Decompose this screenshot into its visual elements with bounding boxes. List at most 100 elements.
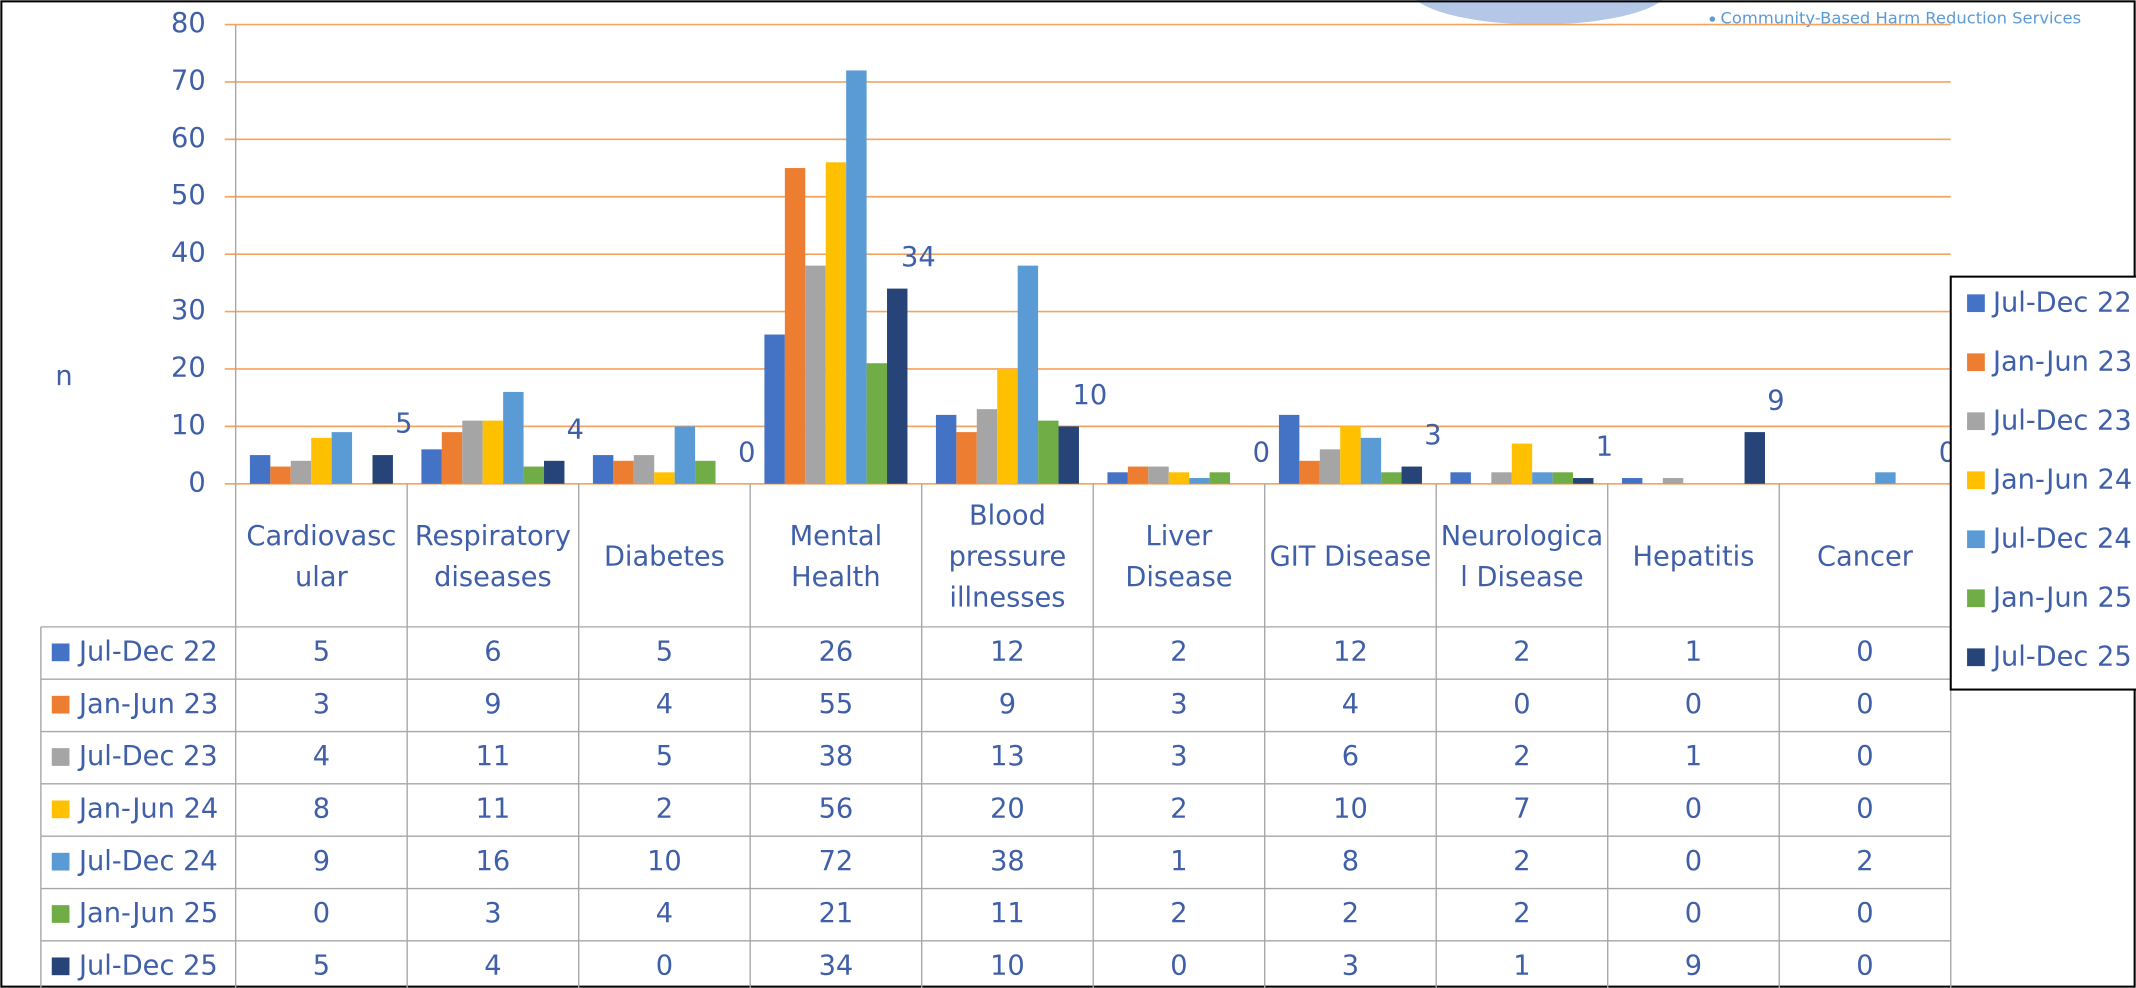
table-cell: 72: [819, 846, 854, 877]
table-cell: 16: [476, 846, 511, 877]
table-legend-key: [51, 800, 70, 819]
bar: [825, 162, 847, 484]
table-cell: 13: [990, 741, 1025, 772]
table-legend-key: [51, 748, 70, 766]
table-cell: 0: [1856, 794, 1873, 825]
table-cell: 3: [1170, 689, 1187, 720]
table-cell: 11: [990, 898, 1025, 929]
table-cell: 9: [484, 689, 501, 720]
table-cell: 10: [1333, 794, 1368, 825]
legend-label: Jul-Dec 25: [1991, 641, 2132, 672]
bar: [1532, 472, 1553, 484]
bar: [1209, 472, 1231, 484]
bar: [1573, 478, 1594, 484]
category-cell: Respiratory diseases: [414, 518, 571, 593]
bar: [784, 168, 806, 484]
table-legend-key: [51, 957, 70, 976]
y-tick-label: 60: [171, 123, 206, 154]
table-cell: 12: [1333, 637, 1368, 668]
table-cell: 12: [990, 637, 1025, 668]
table-cell: 2: [656, 794, 673, 825]
category-cell: Neurological Disease: [1441, 519, 1603, 593]
legend-key: [1967, 412, 1985, 431]
x-tick-label: Hepatitis: [1632, 538, 1755, 572]
table-cell: 9: [313, 846, 330, 877]
y-tick-label: 40: [171, 238, 206, 269]
bar: [935, 414, 957, 484]
bar: [956, 432, 977, 484]
bar: [976, 409, 998, 484]
bar: [695, 460, 716, 484]
table-cell: 8: [1342, 846, 1359, 877]
data-label: 34: [901, 242, 936, 273]
data-label: 10: [1073, 380, 1108, 411]
x-tick-label: GIT Disease: [1269, 538, 1432, 572]
x-tick-label: Blood pressure illnesses: [948, 498, 1067, 613]
bar: [1168, 472, 1190, 484]
category-cell: Cancer: [1817, 539, 1913, 572]
table-cell: 2: [1513, 741, 1530, 772]
table-cell: 5: [656, 637, 673, 668]
bar: [311, 437, 332, 484]
legend-label: Jan-Jun 24: [1991, 464, 2132, 495]
bar: [1401, 466, 1422, 484]
table-cell: 0: [1685, 794, 1702, 825]
table-legend-key: [51, 695, 70, 714]
data-label: 1: [1596, 432, 1613, 463]
bar: [1511, 443, 1533, 484]
bar: [764, 334, 785, 484]
table-cell: 0: [1685, 846, 1702, 877]
bar: [441, 432, 463, 484]
table-cell: 9: [1685, 951, 1702, 982]
table-cell: 5: [313, 637, 330, 668]
bar: [1875, 472, 1896, 484]
legend-key: [1967, 648, 1985, 667]
table-cell: 1: [1170, 846, 1187, 877]
bar: [290, 460, 312, 484]
bar: [462, 420, 483, 484]
table-cell: 0: [313, 898, 330, 929]
x-tick-label: Mental Health: [789, 518, 883, 593]
table-row-label: Jul-Dec 24: [77, 846, 218, 877]
table-legend-key: [51, 852, 70, 871]
legend-label: Jul-Dec 24: [1991, 523, 2132, 554]
legend-key: [1967, 589, 1985, 608]
bar: [331, 432, 353, 484]
bar: [1340, 426, 1361, 484]
table-cell: 3: [1342, 951, 1359, 982]
table-cell: 21: [819, 898, 854, 929]
legend-label: Jul-Dec 23: [1991, 405, 2132, 436]
y-tick-label: 0: [188, 467, 205, 498]
table-row-label: Jan-Jun 25: [77, 898, 218, 929]
bar: [866, 363, 888, 484]
data-label: 0: [738, 437, 755, 468]
table-cell: 0: [1856, 951, 1873, 982]
table-cell: 0: [1170, 951, 1187, 982]
category-cell: Blood pressure illnesses: [948, 498, 1067, 613]
y-axis-label: n: [55, 361, 72, 392]
bar: [1017, 265, 1039, 484]
bar: [503, 391, 524, 484]
table-row-label: Jul-Dec 22: [77, 637, 218, 668]
bar: [1491, 472, 1512, 484]
x-tick-label: Cardiovascular: [246, 518, 397, 593]
table-cell: 8: [313, 794, 330, 825]
bar: [633, 455, 655, 484]
table-cell: 26: [819, 637, 854, 668]
bar: [887, 288, 908, 484]
table-cell: 56: [819, 794, 854, 825]
table-cell: 2: [1513, 846, 1530, 877]
category-cell: Cardiovascular: [246, 518, 397, 593]
bar: [1148, 466, 1169, 484]
y-tick-label: 20: [171, 352, 206, 383]
table-cell: 4: [656, 689, 673, 720]
data-label: 3: [1424, 420, 1441, 451]
bar: [674, 426, 696, 484]
table-cell: 1: [1685, 637, 1702, 668]
table-cell: 2: [1513, 898, 1530, 929]
bar: [613, 460, 634, 484]
table-row-label: Jul-Dec 23: [77, 741, 218, 772]
bar: [1107, 472, 1128, 484]
x-tick-label: Liver Disease: [1125, 518, 1233, 593]
x-tick-label: Respiratory diseases: [414, 518, 571, 593]
